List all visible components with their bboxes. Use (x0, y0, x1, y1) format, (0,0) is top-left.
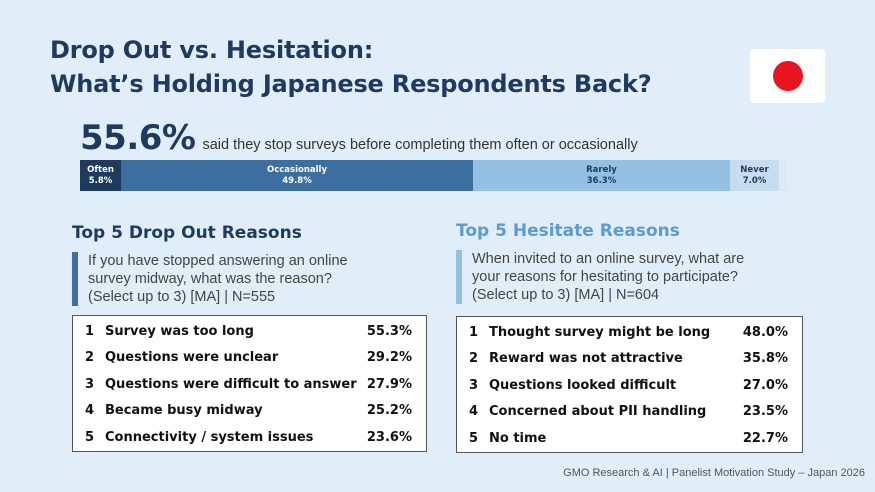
dropout-section-title: Top 5 Drop Out Reasons (72, 223, 302, 243)
table-row: 5 Connectivity / system issues 23.6% (73, 424, 426, 451)
reason-percent: 55.3% (366, 323, 412, 339)
segment-label: Occasionally (266, 164, 327, 175)
rank: 2 (85, 350, 95, 366)
table-row: 3 Questions looked difficult 27.0% (457, 372, 802, 399)
bar-segment-often: Often 5.8% (80, 160, 121, 191)
rank: 3 (469, 377, 479, 393)
table-row: 4 Concerned about PII handling 23.5% (457, 399, 802, 426)
reason-percent: 23.6% (366, 429, 412, 445)
flag-sun (772, 61, 803, 91)
reason-label: Thought survey might be long (489, 324, 711, 340)
bar-remainder (779, 160, 787, 191)
segment-label: Rarely (586, 164, 617, 175)
frequency-stacked-bar: Often 5.8% Occasionally 49.8% Rarely 36.3% Nev… (80, 160, 787, 191)
segment-value: 7.0% (742, 175, 767, 186)
table-row: 4 Became busy midway 25.2% (73, 398, 426, 425)
reason-percent: 27.9% (366, 376, 412, 392)
footer-credit: GMO Research & AI | Panelist Motivation … (563, 467, 865, 479)
segment-value: 49.8% (282, 175, 312, 186)
rank: 1 (469, 324, 479, 340)
dropout-question-line: (Select up to 3) [MA] | N=555 (88, 289, 276, 305)
bar-segment-never: Never 7.0% (730, 160, 779, 191)
headline-stat: 55.6% said they stop surveys before comp… (80, 118, 638, 158)
japan-flag-icon (750, 49, 825, 103)
reason-label: Became busy midway (105, 403, 263, 419)
reason-percent: 29.2% (366, 350, 412, 366)
table-row: 1 Survey was too long 55.3% (73, 318, 426, 345)
reason-percent: 48.0% (742, 324, 788, 340)
title-line-1: Drop Out vs. Hesitation: (50, 36, 374, 64)
table-row: 5 No time 22.7% (457, 425, 802, 452)
reason-label: Reward was not attractive (489, 351, 683, 367)
hesitate-question-line: (Select up to 3) [MA] | N=604 (472, 287, 660, 303)
reason-label: Questions were difficult to answer (105, 376, 357, 392)
dropout-question-line: If you have stopped answering an online (88, 253, 348, 269)
table-row: 1 Thought survey might be long 48.0% (457, 319, 802, 346)
hesitate-question-line: your reasons for hesitating to participa… (472, 269, 738, 285)
reason-percent: 35.8% (742, 351, 788, 367)
page-title: Drop Out vs. Hesitation: What’s Holding … (50, 33, 652, 101)
rank: 3 (85, 376, 95, 392)
bar-segment-occasionally: Occasionally 49.8% (121, 160, 473, 191)
reason-percent: 25.2% (366, 403, 412, 419)
reason-label: No time (489, 430, 547, 446)
segment-value: 5.8% (88, 175, 113, 186)
reason-label: Questions were unclear (105, 350, 279, 366)
rank: 4 (469, 404, 479, 420)
table-row: 3 Questions were difficult to answer 27.… (73, 371, 426, 398)
hesitate-table: 1 Thought survey might be long 48.0% 2 R… (456, 316, 803, 453)
reason-label: Survey was too long (105, 323, 254, 339)
reason-percent: 27.0% (742, 377, 788, 393)
hesitate-question: When invited to an online survey, what a… (456, 250, 744, 304)
table-row: 2 Questions were unclear 29.2% (73, 345, 426, 372)
title-line-2: What’s Holding Japanese Respondents Back… (50, 70, 652, 98)
rank: 5 (469, 430, 479, 446)
hesitate-section-title: Top 5 Hesitate Reasons (456, 221, 680, 241)
hesitate-question-line: When invited to an online survey, what a… (472, 251, 745, 267)
reason-label: Connectivity / system issues (105, 429, 314, 445)
dropout-question: If you have stopped answering an online … (72, 252, 348, 306)
segment-value: 36.3% (586, 175, 617, 186)
table-row: 2 Reward was not attractive 35.8% (457, 346, 802, 373)
reason-label: Concerned about PII handling (489, 404, 707, 420)
dropout-table: 1 Survey was too long 55.3% 2 Questions … (72, 315, 427, 452)
reason-percent: 22.7% (742, 430, 788, 446)
headline-value: 55.6% (80, 118, 196, 158)
rank: 2 (469, 351, 479, 367)
dropout-question-line: survey midway, what was the reason? (88, 271, 332, 287)
segment-label: Never (740, 164, 769, 175)
segment-label: Often (87, 164, 114, 175)
rank: 5 (85, 429, 95, 445)
reason-percent: 23.5% (742, 404, 788, 420)
rank: 1 (85, 323, 95, 339)
headline-text: said they stop surveys before completing… (202, 137, 638, 153)
bar-segment-rarely: Rarely 36.3% (473, 160, 730, 191)
reason-label: Questions looked difficult (489, 377, 677, 393)
rank: 4 (85, 403, 95, 419)
